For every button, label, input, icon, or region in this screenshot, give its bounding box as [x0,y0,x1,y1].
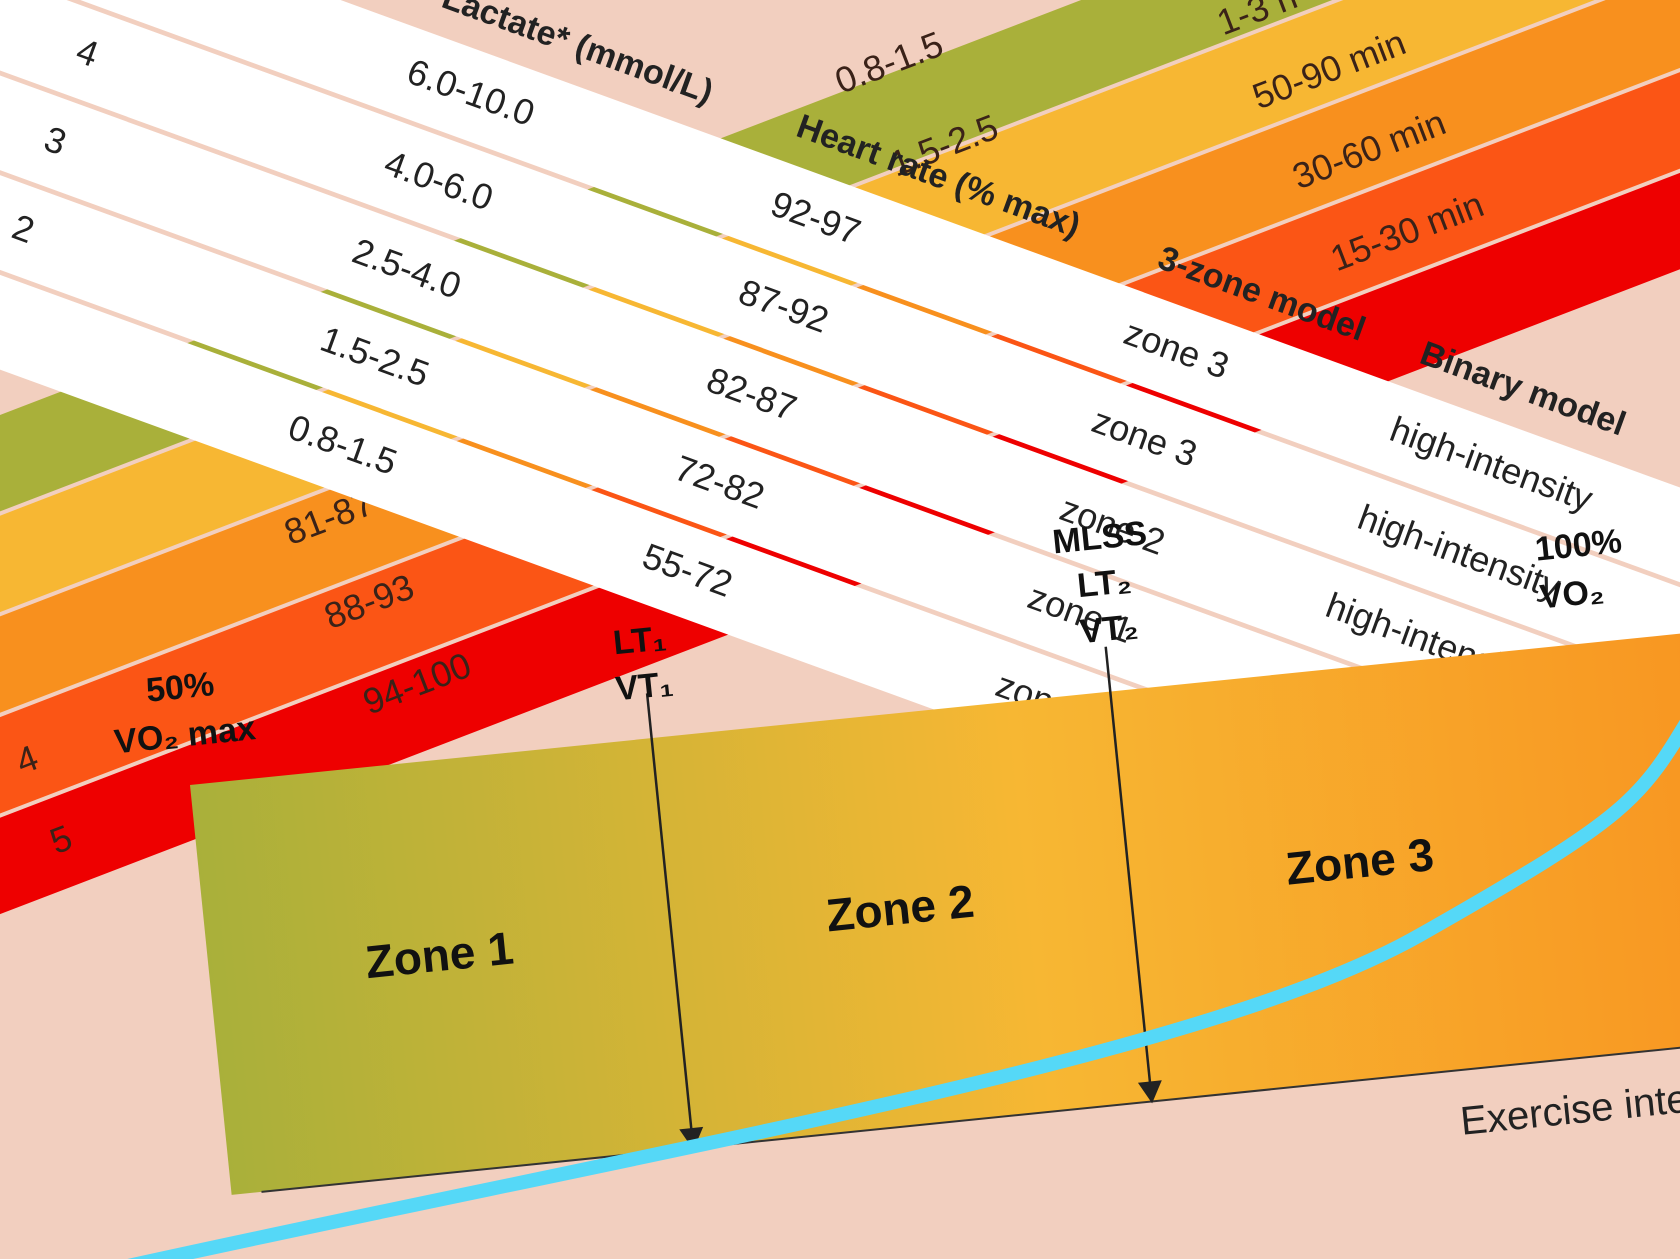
intensity-curve [127,719,1680,1259]
arrow-head [679,1126,704,1150]
marker-label: 100% [1533,522,1623,569]
threshold-arrow [645,693,693,1132]
marker-label: VO₂ [1538,572,1606,616]
threshold-label: MLSS [1051,514,1149,561]
threshold-label: LT₂ [1075,562,1133,605]
table-row [0,0,1680,752]
table-row [0,0,1680,841]
threshold-label: VT₂ [1078,607,1140,651]
arrow-head [1137,1080,1162,1104]
x-axis [261,1027,1680,1193]
zone-panel [190,618,1680,1195]
panel [190,618,1680,1195]
threshold-arrow [1104,646,1152,1085]
marker-label: 50% [144,665,216,710]
threshold-label: VT₁ [614,665,675,709]
threshold-label: LT₁ [611,619,668,662]
